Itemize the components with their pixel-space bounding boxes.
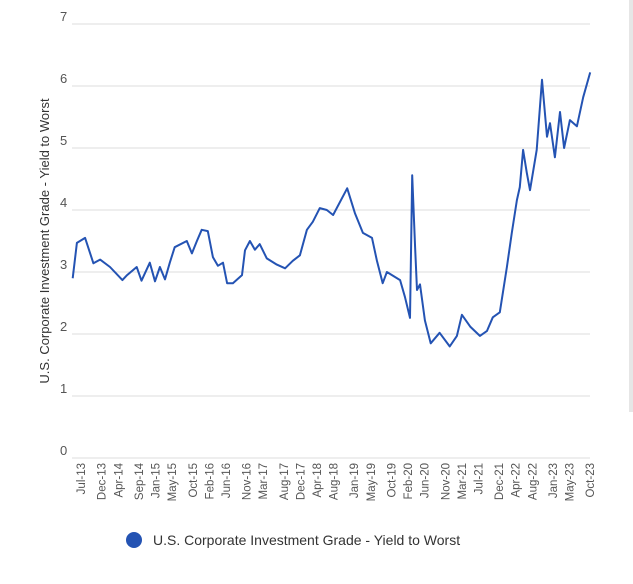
x-tick-label: Feb-20 (403, 463, 415, 499)
x-tick-label: Dec-21 (494, 463, 506, 500)
x-tick-label: Apr-18 (312, 463, 324, 498)
x-tick-label: Dec-17 (295, 463, 307, 500)
x-tick-label: Jan-15 (151, 463, 163, 498)
x-tick-label: Feb-16 (204, 463, 216, 499)
x-tick-label: May-15 (167, 463, 179, 501)
legend-marker-icon (126, 532, 142, 548)
x-axis-ticks: Jul-13 Dec-13 Apr-14 Sep-14 Jan-15 May-15 Oct-… (76, 462, 597, 501)
x-tick-label: Jan-23 (548, 463, 560, 498)
x-tick-label: Oct-23 (585, 463, 597, 498)
x-tick-label: Sep-14 (134, 462, 146, 500)
legend[interactable]: U.S. Corporate Investment Grade - Yield … (126, 532, 460, 548)
series-line (71, 72, 592, 348)
y-tick-label: 5 (60, 133, 67, 148)
x-tick-label: Mar-17 (258, 463, 270, 499)
y-tick-label: 4 (60, 195, 67, 210)
legend-label: U.S. Corporate Investment Grade - Yield … (153, 532, 461, 548)
x-tick-label: Oct-15 (188, 463, 200, 498)
x-tick-label: May-23 (565, 463, 577, 501)
y-axis-ticks: 0 1 2 3 4 5 6 7 (60, 9, 67, 458)
x-tick-label: Mar-21 (457, 463, 469, 499)
line-chart: 0 1 2 3 4 5 6 7 Jul-13 Dec-13 Apr-14 Sep-14 Jan-15 M… (37, 9, 597, 501)
y-tick-label: 7 (60, 9, 67, 24)
x-tick-label: Jun-20 (420, 463, 432, 498)
x-tick-label: Jul-13 (76, 463, 88, 494)
x-tick-label: May-19 (366, 463, 378, 501)
scrollbar[interactable] (629, 0, 633, 412)
x-tick-label: Aug-18 (329, 463, 341, 500)
x-tick-label: Dec-13 (97, 463, 109, 500)
x-tick-label: Jun-16 (221, 463, 233, 498)
y-tick-label: 1 (60, 381, 67, 396)
x-tick-label: Oct-19 (387, 463, 399, 498)
x-tick-label: Aug-17 (279, 463, 291, 500)
x-tick-label: Aug-22 (527, 463, 539, 500)
y-tick-label: 3 (60, 257, 67, 272)
x-tick-label: Jul-21 (473, 463, 485, 494)
x-tick-label: Apr-22 (511, 463, 523, 498)
gridlines (72, 23, 590, 459)
x-tick-label: Apr-14 (113, 462, 125, 497)
x-tick-label: Jan-19 (349, 463, 361, 498)
y-tick-label: 0 (60, 443, 67, 458)
x-tick-label: Nov-16 (242, 463, 254, 500)
y-axis-title: U.S. Corporate Investment Grade - Yield … (37, 98, 52, 384)
x-tick-label: Nov-20 (440, 463, 452, 500)
y-tick-label: 2 (60, 319, 67, 334)
y-tick-label: 6 (60, 71, 67, 86)
